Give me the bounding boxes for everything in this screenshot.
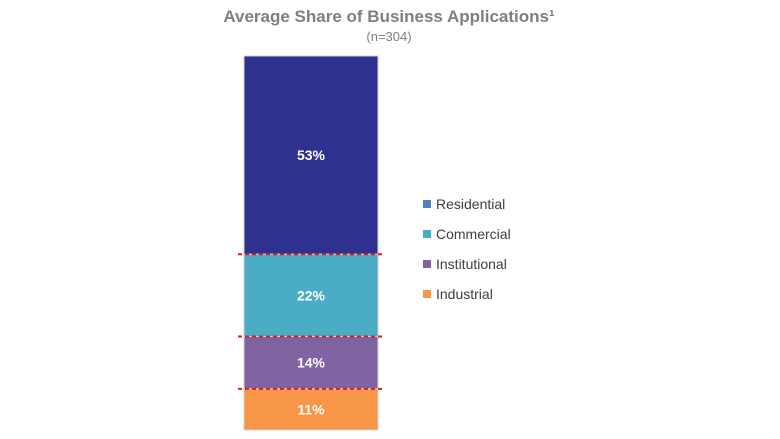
legend-label-commercial: Commercial (436, 226, 511, 242)
legend-label-industrial: Industrial (436, 286, 493, 302)
chart-subtitle: (n=304) (366, 29, 411, 44)
legend: Residential Commercial Institutional Indust… (423, 196, 511, 302)
legend-swatch-industrial (423, 290, 431, 298)
data-label-industrial: 11% (297, 401, 325, 417)
legend-swatch-commercial (423, 230, 431, 238)
bar-segment-residential (243, 55, 379, 255)
bar-stack (243, 55, 379, 431)
legend-label-institutional: Institutional (436, 256, 507, 272)
data-label-residential: 53% (297, 147, 326, 163)
bar-segment-commercial (243, 253, 379, 337)
segment-separators (238, 253, 384, 390)
legend-swatch-institutional (423, 260, 431, 268)
data-label-institutional: 14% (297, 355, 326, 371)
data-label-commercial: 22% (297, 287, 326, 303)
bar-segment-industrial (243, 388, 379, 431)
chart-title: Average Share of Business Applications¹ (223, 7, 555, 26)
legend-swatch-residential (423, 200, 431, 208)
data-labels: 53% 22% 14% 11% (297, 147, 326, 417)
legend-label-residential: Residential (436, 196, 505, 212)
